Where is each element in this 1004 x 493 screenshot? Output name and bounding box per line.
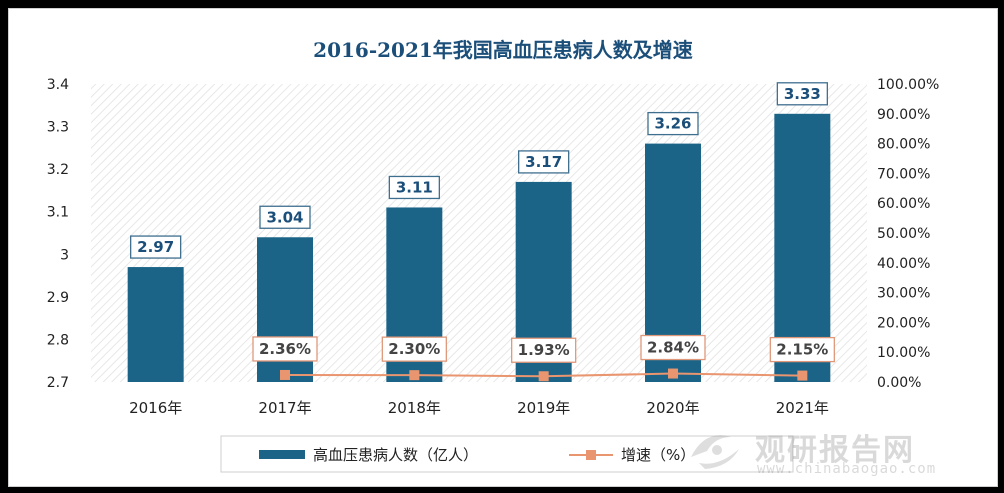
- growth-value-label-box: [640, 334, 706, 361]
- growth-value-label: 1.93%: [518, 341, 570, 359]
- bar: [127, 267, 184, 382]
- x-tick-label: 2018年: [388, 399, 441, 417]
- growth-point: [280, 369, 290, 380]
- growth-point: [668, 368, 678, 379]
- y-left-tick-label: 3.2: [47, 162, 69, 178]
- growth-point: [538, 371, 549, 382]
- growth-point: [409, 370, 420, 381]
- y-right-tick-label: 90.00%: [877, 107, 930, 123]
- y-right-tick-label: 70.00%: [877, 166, 930, 182]
- bar-value-label: 3.11: [396, 178, 433, 196]
- legend-bar-label: 高血压患病人数（亿人）: [313, 446, 478, 464]
- x-tick-label: 2020年: [646, 399, 699, 417]
- y-left-tick-label: 3.3: [47, 120, 69, 136]
- y-right-tick-label: 30.00%: [877, 286, 930, 302]
- chart-svg: 2.973.043.113.173.263.332.36% 2.30% 1.93% 2…: [47, 38, 939, 473]
- growth-value-label: 2.84%: [647, 339, 699, 357]
- bar-value-label: 3.26: [654, 115, 691, 133]
- growth-point: [797, 370, 808, 381]
- growth-value-label-box: [769, 336, 835, 363]
- x-tick-label: 2017年: [258, 399, 311, 417]
- y-left-tick-label: 3.1: [47, 205, 69, 221]
- bar-value-label: 3.04: [266, 208, 303, 226]
- bar-value-label-box: [259, 205, 311, 229]
- watermark-sub-text: www.chinabaogao.com: [757, 461, 937, 477]
- y-right-tick-label: 20.00%: [877, 315, 930, 331]
- y-left-tick-label: 2.8: [47, 332, 69, 348]
- y-right-tick-label: 0.00%: [877, 375, 921, 391]
- x-tick-label: 2016年: [129, 399, 182, 417]
- y-right-tick-label: 80.00%: [877, 137, 930, 153]
- bar-value-label-box: [388, 175, 440, 200]
- bar-value-label: 2.97: [137, 238, 174, 256]
- bar-value-label-box: [518, 150, 570, 174]
- y-right-tick-label: 10.00%: [877, 345, 930, 361]
- y-left-tick-label: 3.4: [47, 77, 69, 93]
- chart-title: 2016-2021年我国高血压患病人数及增速: [313, 38, 693, 62]
- growth-value-label: 2.30%: [388, 340, 440, 358]
- watermark: 观研报告网 www.chinabaogao.com: [677, 419, 967, 479]
- bar-value-label: 3.33: [784, 85, 821, 103]
- y-left-tick-label: 2.9: [47, 290, 69, 306]
- legend-line-marker: [586, 450, 596, 460]
- bar-value-label: 3.17: [525, 153, 562, 171]
- watermark-logo-icon: [691, 435, 739, 469]
- bar-value-label-box: [130, 235, 182, 259]
- y-right-tick-label: 50.00%: [877, 226, 930, 242]
- legend-bar-swatch: [259, 450, 305, 459]
- watermark-main-text: 观研报告网: [755, 433, 915, 468]
- y-left-tick-label: 2.7: [47, 375, 69, 391]
- x-tick-label: 2021年: [776, 399, 829, 417]
- bar-value-label-box: [776, 82, 828, 106]
- growth-value-label: 2.36%: [259, 340, 311, 358]
- x-tick-label: 2019年: [517, 399, 570, 417]
- chart-frame: 2.97 3.04 3.11 3.17 3.26 3.33 2.36% 2.30% 1.93% 2…: [8, 8, 998, 487]
- bar-value-label-box: [647, 111, 699, 136]
- y-right-tick-label: 40.00%: [877, 256, 930, 272]
- growth-value-label-box: [252, 336, 318, 362]
- y-right-tick-label: 60.00%: [877, 196, 930, 212]
- plot-background: [91, 84, 867, 382]
- y-left-tick-label: 3: [60, 247, 69, 263]
- growth-value-label-box: [511, 337, 577, 363]
- growth-value-label: 2.15%: [776, 341, 828, 359]
- growth-value-label-box: [381, 336, 447, 362]
- legend-box: [220, 435, 794, 473]
- y-right-tick-label: 100.00%: [877, 77, 939, 93]
- legend-line-label: 增速（%）: [621, 446, 695, 464]
